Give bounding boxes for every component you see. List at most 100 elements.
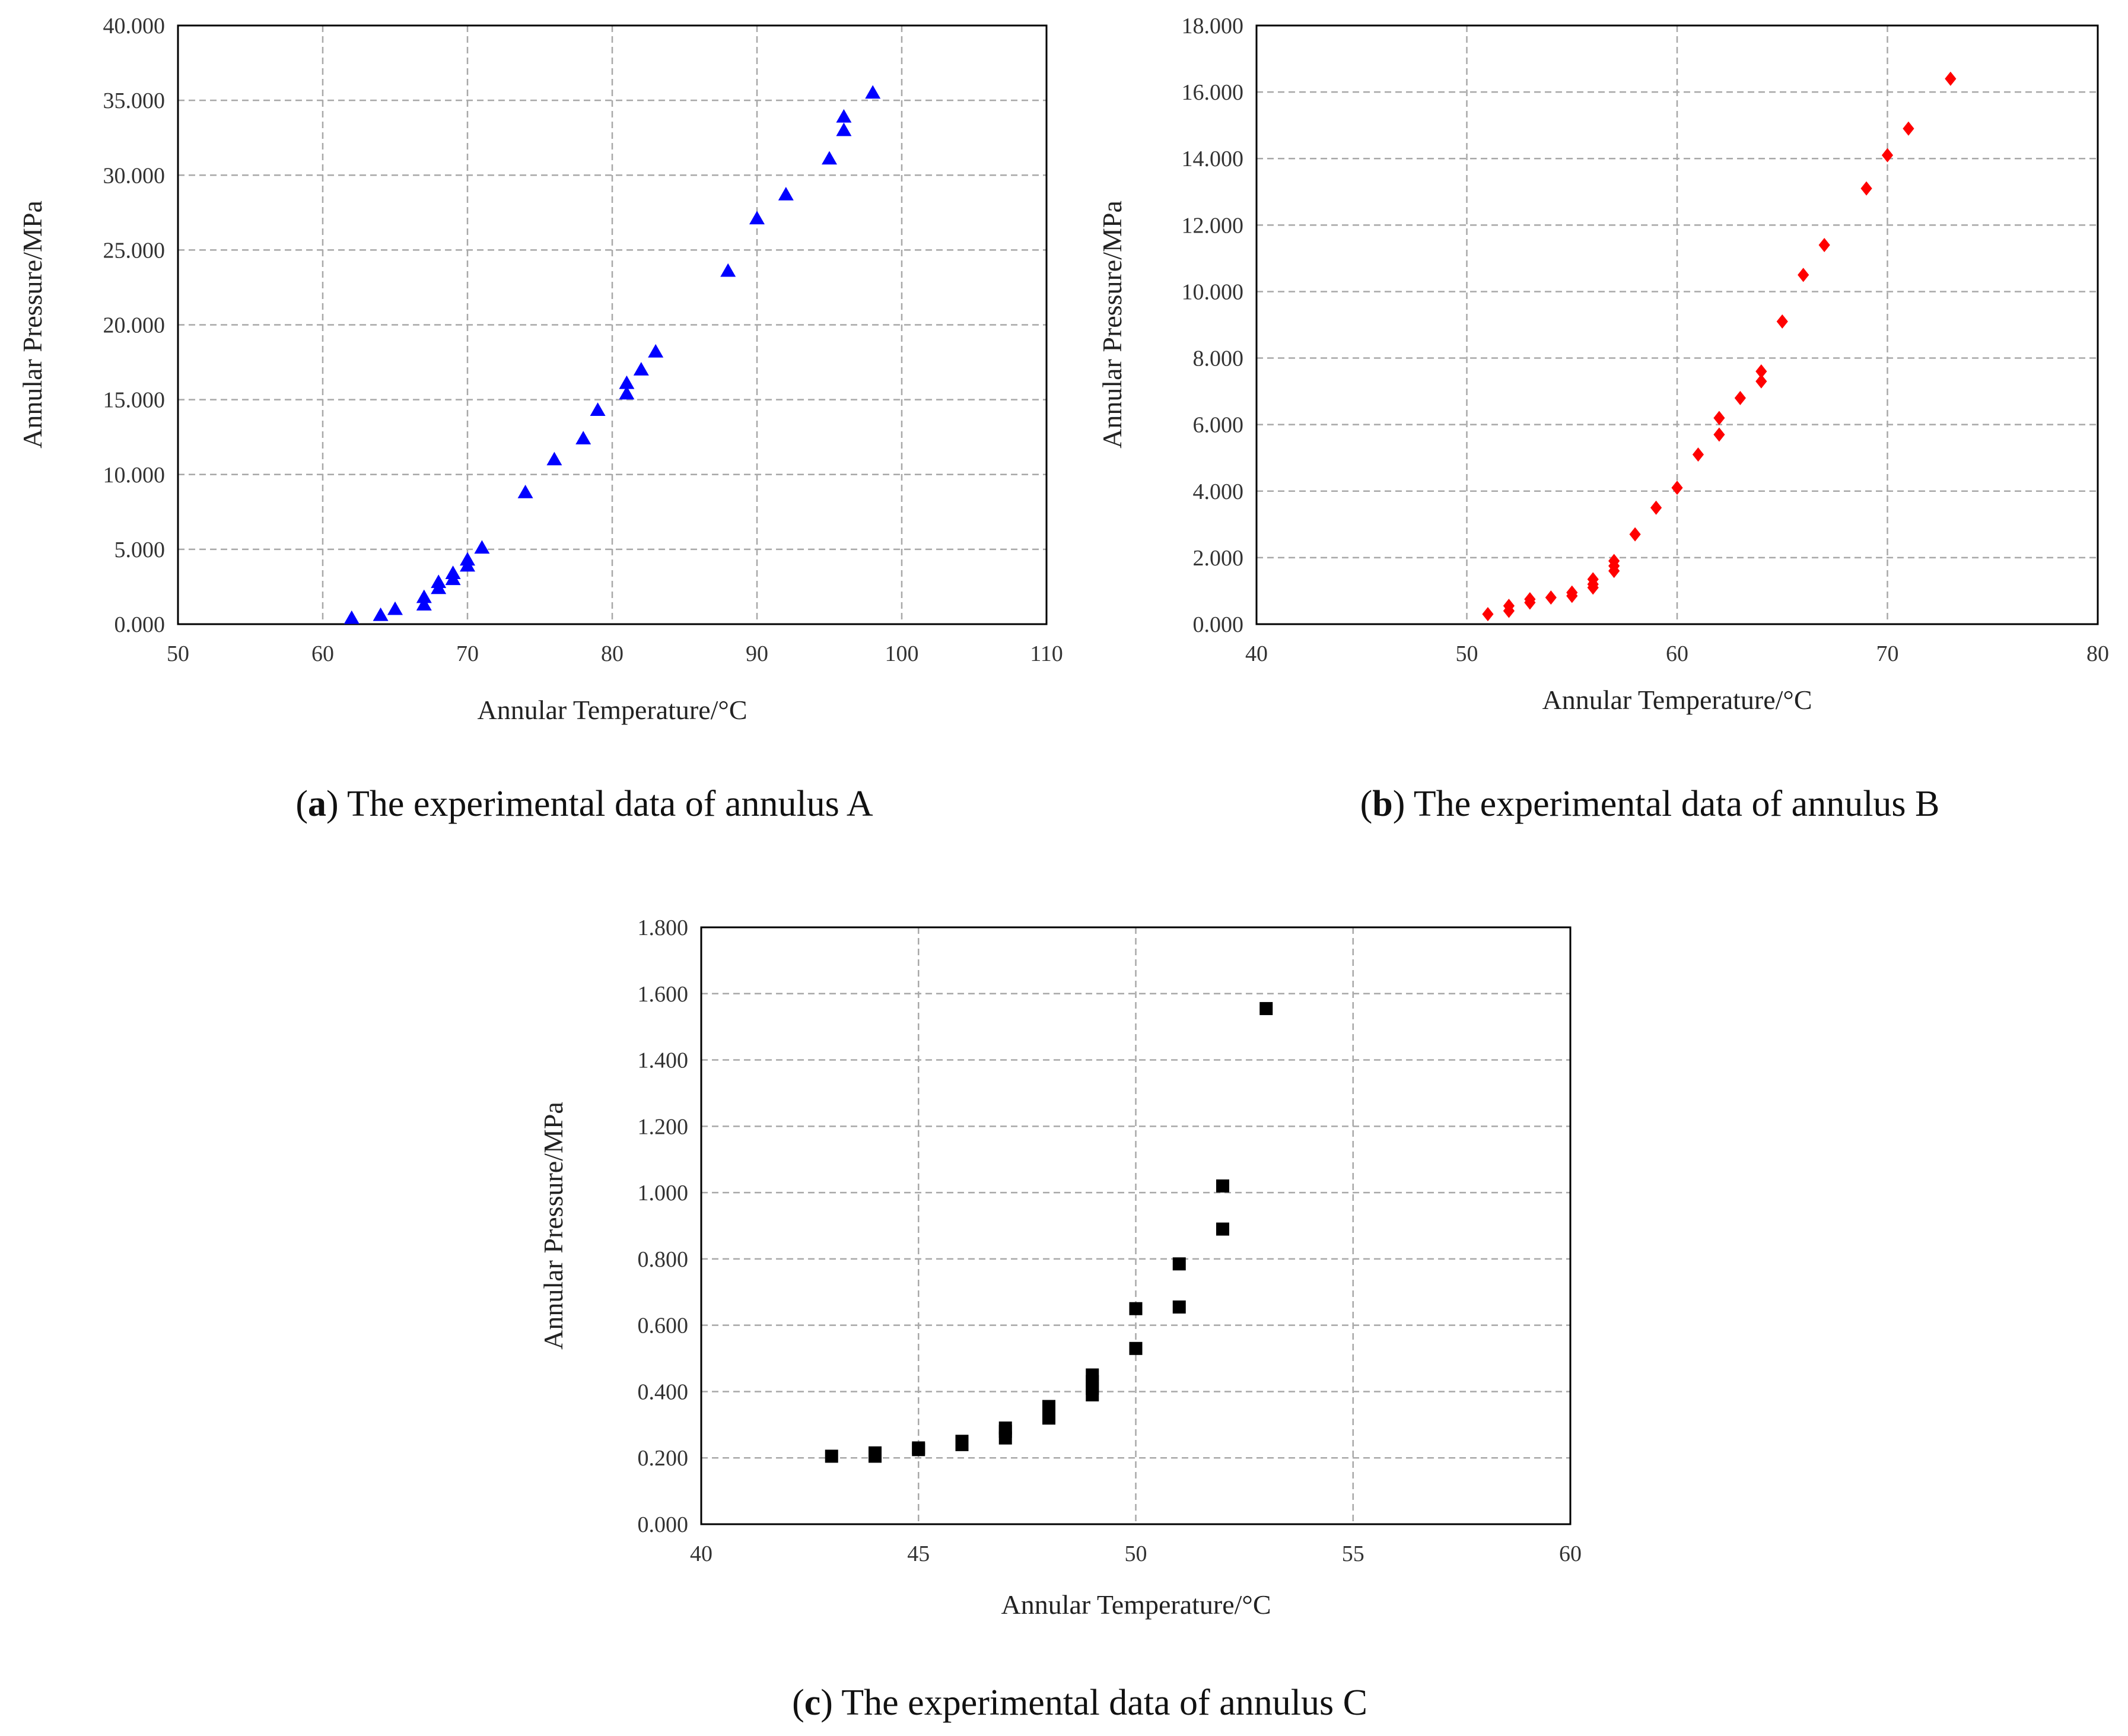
data-point-b: [1545, 590, 1557, 605]
data-point-c: [1216, 1179, 1229, 1193]
data-point-b: [1629, 527, 1641, 542]
data-point-a: [416, 597, 432, 611]
data-point-a: [575, 431, 591, 444]
data-point-c: [1259, 1001, 1273, 1015]
y-tick-label: 0.000: [638, 1512, 689, 1537]
y-tick-label: 0.800: [638, 1247, 689, 1272]
data-point-a: [836, 122, 852, 136]
data-point-b: [1818, 237, 1830, 252]
y-tick-label: 0.400: [638, 1379, 689, 1404]
y-tick-label: 4.000: [1193, 479, 1244, 504]
y-tick-label: 15.000: [103, 388, 166, 413]
caption-text-b: The experimental data of annulus B: [1414, 784, 1940, 824]
x-axis-label-a: Annular Temperature/°C: [477, 695, 747, 725]
chart-panel-b: 40 50 60 70 80 0.000 2.000 4.000 6.000 8.000 10.0…: [1097, 14, 2109, 824]
plot-frame-c: [700, 926, 1572, 1525]
caption-a: (a) The experimental data of annulus A: [295, 784, 873, 824]
data-point-c: [869, 1446, 882, 1460]
y-tick-label: 18.000: [1182, 14, 1244, 39]
y-axis-label-c: Annular Pressure/MPa: [538, 1102, 568, 1350]
data-point-b: [1587, 572, 1599, 587]
x-tick-label: 55: [1342, 1541, 1364, 1566]
y-tick-label: 0.600: [638, 1314, 689, 1338]
data-point-c: [1129, 1341, 1143, 1355]
data-point-a: [749, 211, 765, 225]
data-point-c: [1129, 1302, 1143, 1315]
y-tick-label: 10.000: [103, 463, 166, 488]
x-tick-label: 60: [1559, 1541, 1582, 1566]
x-tick-labels-c: 40 45 50 55 60: [690, 1541, 1582, 1566]
plot-frame-a: [177, 24, 1048, 625]
data-point-a: [517, 485, 533, 498]
data-point-b: [1713, 411, 1725, 425]
data-point-b: [1755, 364, 1767, 379]
y-tick-label: 1.600: [638, 982, 689, 1007]
data-point-a: [836, 109, 852, 123]
y-tick-label: 25.000: [103, 238, 166, 263]
data-point-a: [460, 552, 475, 566]
data-point-a: [648, 344, 664, 358]
data-point-c: [912, 1441, 925, 1455]
caption-b: (b) The experimental data of annulus B: [1360, 784, 1940, 824]
data-point-a: [590, 402, 606, 416]
chart-panel-c: 40 45 50 55 60 0.000 0.200 0.400 0.600 0.800 1.00…: [538, 915, 1582, 1723]
x-tick-label: 90: [746, 641, 768, 666]
data-point-b: [1713, 427, 1725, 442]
y-tick-label: 0.000: [114, 612, 166, 637]
caption-c: (c) The experimental data of annulus C: [792, 1683, 1367, 1723]
x-tick-label: 40: [690, 1541, 712, 1566]
caption-text-a: The experimental data of annulus A: [347, 784, 873, 824]
y-tick-labels-c: 0.000 0.200 0.400 0.600 0.800 1.000 1.200 1.400…: [638, 915, 689, 1537]
data-point-b: [1503, 599, 1515, 613]
x-axis-label-b: Annular Temperature/°C: [1542, 685, 1812, 715]
x-tick-labels-b: 40 50 60 70 80: [1245, 641, 2109, 666]
x-tick-label: 60: [311, 641, 334, 666]
data-point-a: [865, 85, 881, 99]
plot-frame-b: [1255, 24, 2099, 625]
x-tick-label: 50: [167, 641, 189, 666]
data-point-b: [1945, 71, 1957, 86]
data-point-b: [1734, 390, 1746, 405]
x-tick-label: 100: [885, 641, 919, 666]
data-point-a: [546, 452, 562, 466]
gridlines-b: [1257, 26, 2098, 624]
y-tick-labels-a: 0.000 5.000 10.000 15.000 20.000 25.000 30.000…: [103, 14, 166, 637]
data-point-c: [955, 1435, 969, 1448]
y-tick-label: 10.000: [1182, 279, 1244, 304]
data-point-a: [445, 565, 461, 579]
x-tick-label: 80: [2086, 641, 2109, 666]
data-point-a: [633, 362, 649, 376]
data-point-b: [1776, 314, 1788, 329]
y-tick-label: 30.000: [103, 163, 166, 188]
gridlines-a: [178, 26, 1046, 624]
data-point-b: [1903, 121, 1914, 136]
y-tick-label: 0.000: [1193, 612, 1244, 637]
x-tick-label: 50: [1456, 641, 1478, 666]
data-point-c: [1172, 1300, 1186, 1314]
data-point-a: [822, 151, 837, 165]
data-point-a: [431, 574, 447, 589]
data-points-c: [825, 1001, 1273, 1463]
x-tick-label: 45: [907, 1541, 930, 1566]
data-point-a: [373, 607, 389, 621]
y-tick-label: 20.000: [103, 313, 166, 338]
gridlines-c: [701, 927, 1570, 1524]
y-tick-labels-b: 0.000 2.000 4.000 6.000 8.000 10.000 12.000 14.…: [1182, 14, 1244, 637]
data-point-c: [1172, 1257, 1186, 1271]
y-tick-label: 0.200: [638, 1446, 689, 1471]
x-tick-label: 70: [456, 641, 479, 666]
data-point-a: [343, 610, 360, 624]
y-tick-label: 1.200: [638, 1114, 689, 1139]
data-point-b: [1755, 374, 1767, 389]
y-tick-label: 8.000: [1193, 346, 1244, 371]
x-tick-label: 110: [1030, 641, 1063, 666]
data-point-a: [387, 601, 403, 615]
data-point-a: [474, 540, 490, 554]
data-point-a: [720, 263, 736, 277]
x-tick-label: 50: [1125, 1541, 1147, 1566]
data-points-a: [343, 85, 881, 624]
y-tick-label: 1.400: [638, 1048, 689, 1073]
x-tick-label: 60: [1666, 641, 1688, 666]
data-point-b: [1671, 481, 1683, 495]
y-tick-label: 35.000: [103, 88, 166, 113]
